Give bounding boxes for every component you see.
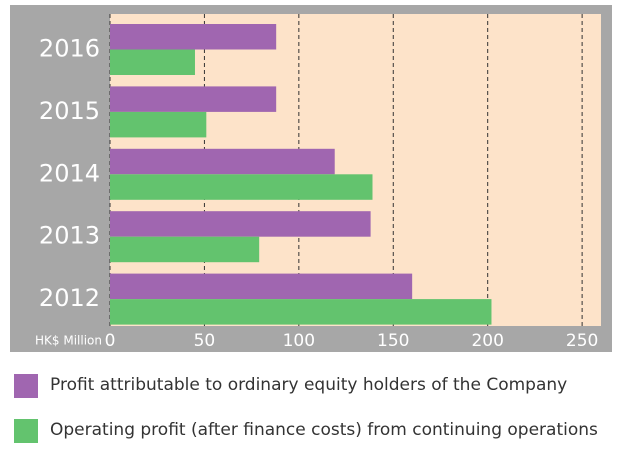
legend-item: Operating profit (after finance costs) f… — [14, 419, 610, 443]
y-tick-label: 2012 — [39, 284, 100, 312]
x-axis-label: HK$ Million — [35, 334, 102, 348]
bar — [110, 211, 371, 237]
bar — [110, 299, 492, 325]
bar — [110, 111, 207, 138]
x-tick-label: 200 — [471, 331, 503, 351]
legend-swatch — [14, 374, 38, 398]
y-tick-label: 2014 — [39, 159, 100, 187]
x-tick-label: 250 — [566, 331, 598, 351]
legend-swatch — [14, 419, 38, 443]
x-tick-label: 0 — [105, 331, 116, 351]
bar — [110, 24, 277, 50]
y-tick-label: 2015 — [39, 97, 100, 125]
bar — [110, 273, 413, 300]
bar — [110, 174, 373, 200]
x-tick-label: 100 — [283, 331, 315, 351]
bar — [110, 236, 260, 263]
x-tick-label: 50 — [194, 331, 216, 351]
bar — [110, 148, 335, 175]
y-tick-label: 2016 — [39, 35, 100, 63]
bar — [110, 86, 277, 112]
legend-item: Profit attributable to ordinary equity h… — [14, 374, 610, 398]
x-tick-label: 150 — [377, 331, 409, 351]
legend-label: Profit attributable to ordinary equity h… — [50, 375, 568, 395]
bar — [110, 49, 195, 75]
legend-label: Operating profit (after finance costs) f… — [50, 420, 598, 440]
y-tick-label: 2013 — [39, 222, 100, 250]
